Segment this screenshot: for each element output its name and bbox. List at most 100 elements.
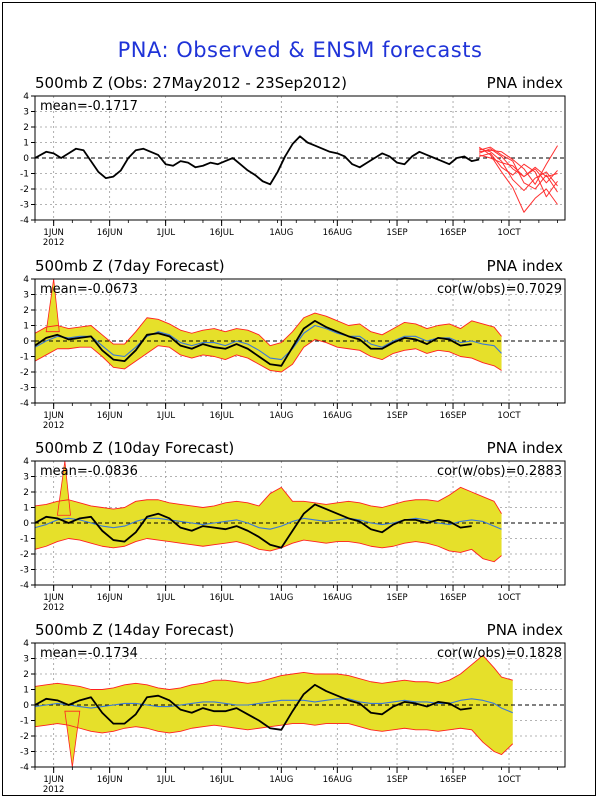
spread-spike xyxy=(64,710,81,767)
x-tick-label: 1SEP xyxy=(386,593,407,603)
y-tick-label: 3 xyxy=(23,291,29,301)
spread-spike xyxy=(45,279,60,333)
x-tick-label: 16JUL xyxy=(209,411,234,421)
y-tick-label: -1 xyxy=(20,535,29,545)
panel-index-label: PNA index xyxy=(487,439,563,457)
y-tick-label: 0 xyxy=(23,519,29,529)
x-tick-label: 16JUN xyxy=(97,411,123,421)
mean-annotation: mean=-0.1734 xyxy=(40,646,138,661)
mean-annotation: mean=-0.1717 xyxy=(40,99,138,114)
x-tick-label: 1JUN xyxy=(43,411,64,421)
spread-spike xyxy=(56,461,71,516)
spread-envelope xyxy=(35,487,502,562)
y-tick-label: -3 xyxy=(20,748,29,758)
x-tick-label: 1SEP xyxy=(386,411,407,421)
y-tick-label: 0 xyxy=(23,701,29,711)
x-tick-label: 16AUG xyxy=(323,593,352,603)
y-tick-label: 2 xyxy=(23,123,29,133)
spread-lower-line xyxy=(35,538,502,563)
x-tick-label: 16SEP xyxy=(440,593,467,603)
y-tick-label: 1 xyxy=(23,322,29,332)
spread-lower-line xyxy=(35,723,514,756)
y-tick-label: 0 xyxy=(23,154,29,164)
panel-index-label: PNA index xyxy=(487,74,563,92)
y-tick-label: 4 xyxy=(23,639,29,649)
y-tick-label: 1 xyxy=(23,686,29,696)
x-tick-label: 1OCT xyxy=(497,228,521,238)
x-tick-label: 16JUN xyxy=(97,775,123,785)
forecast-member-line-3 xyxy=(479,152,558,198)
y-tick-label: -2 xyxy=(20,368,29,378)
x-tick-label: 1JUN xyxy=(43,228,64,238)
y-tick-label: -4 xyxy=(20,216,29,226)
x-tick-label: 1JUL xyxy=(156,228,175,238)
x-tick-label: 16AUG xyxy=(323,411,352,421)
forecast-member-line-6 xyxy=(479,154,558,178)
observed-line xyxy=(35,503,472,549)
panel-index-label: PNA index xyxy=(487,621,563,639)
y-tick-label: -4 xyxy=(20,399,29,409)
x-tick-label: 1AUG xyxy=(269,593,293,603)
ensemble-mean-line xyxy=(35,517,502,530)
plot-area xyxy=(35,461,565,563)
x-tick-label: 16SEP xyxy=(440,775,467,785)
y-tick-label: -1 xyxy=(20,353,29,363)
plot-area xyxy=(35,135,565,213)
y-tick-label: 2 xyxy=(23,670,29,680)
mean-annotation: mean=-0.0836 xyxy=(40,464,138,479)
chart-panel-3: 500mb Z (10day Forecast) PNA index -4 -3 -2 -… xyxy=(20,439,566,613)
y-tick-label: -2 xyxy=(20,185,29,195)
y-tick-label: 3 xyxy=(23,655,29,665)
x-tick-label: 1OCT xyxy=(497,593,521,603)
y-tick-label: -3 xyxy=(20,566,29,576)
correlation-annotation: cor(w/obs)=0.2883 xyxy=(437,464,562,479)
chart-panel-4: 500mb Z (14day Forecast) PNA index -4 -3 -2 -… xyxy=(20,621,566,795)
x-tick-label: 1JUL xyxy=(156,411,175,421)
x-tick-label: 16JUL xyxy=(209,775,234,785)
panel-index-label: PNA index xyxy=(487,257,563,275)
forecast-member-line-7 xyxy=(479,148,558,192)
x-year-label: 2012 xyxy=(43,238,65,248)
y-tick-label: 4 xyxy=(23,457,29,467)
spread-upper-line xyxy=(35,486,502,514)
y-tick-label: 0 xyxy=(23,337,29,347)
x-tick-label: 1AUG xyxy=(269,228,293,238)
ensemble-mean-line xyxy=(35,324,502,361)
y-tick-label: -1 xyxy=(20,170,29,180)
chart-panel-2: 500mb Z (7day Forecast) PNA index -4 -3 -2 -1… xyxy=(20,257,566,431)
x-tick-label: 1JUL xyxy=(156,593,175,603)
x-tick-label: 16JUN xyxy=(97,228,123,238)
y-tick-label: 2 xyxy=(23,306,29,316)
x-tick-label: 1JUL xyxy=(156,775,175,785)
y-tick-label: 1 xyxy=(23,504,29,514)
y-tick-label: -2 xyxy=(20,732,29,742)
spread-envelope xyxy=(35,313,502,372)
x-tick-label: 16JUL xyxy=(209,593,234,603)
spread-upper-line xyxy=(35,654,513,690)
x-tick-label: 16JUN xyxy=(97,593,123,603)
x-year-label: 2012 xyxy=(43,603,65,613)
observed-line xyxy=(35,135,480,186)
x-tick-label: 1AUG xyxy=(269,775,293,785)
y-tick-label: 3 xyxy=(23,473,29,483)
panel-title: 500mb Z (7day Forecast) xyxy=(35,257,225,275)
x-tick-label: 16JUL xyxy=(209,228,234,238)
mean-annotation: mean=-0.0673 xyxy=(40,282,138,297)
x-tick-label: 16AUG xyxy=(323,775,352,785)
plot-area xyxy=(35,654,565,767)
correlation-annotation: cor(w/obs)=0.7029 xyxy=(437,282,562,297)
x-tick-label: 16SEP xyxy=(440,411,467,421)
x-tick-label: 16AUG xyxy=(323,228,352,238)
x-tick-label: 1AUG xyxy=(269,411,293,421)
forecast-member-line-5 xyxy=(479,145,558,185)
forecast-member-line-2 xyxy=(479,146,558,193)
x-tick-label: 1SEP xyxy=(386,228,407,238)
spread-lower-line xyxy=(35,339,502,373)
y-tick-label: 4 xyxy=(23,92,29,102)
y-tick-label: -4 xyxy=(20,763,29,773)
x-tick-label: 16SEP xyxy=(440,228,467,238)
x-year-label: 2012 xyxy=(43,785,65,795)
plot-area xyxy=(35,279,565,373)
x-tick-label: 1JUN xyxy=(43,593,64,603)
